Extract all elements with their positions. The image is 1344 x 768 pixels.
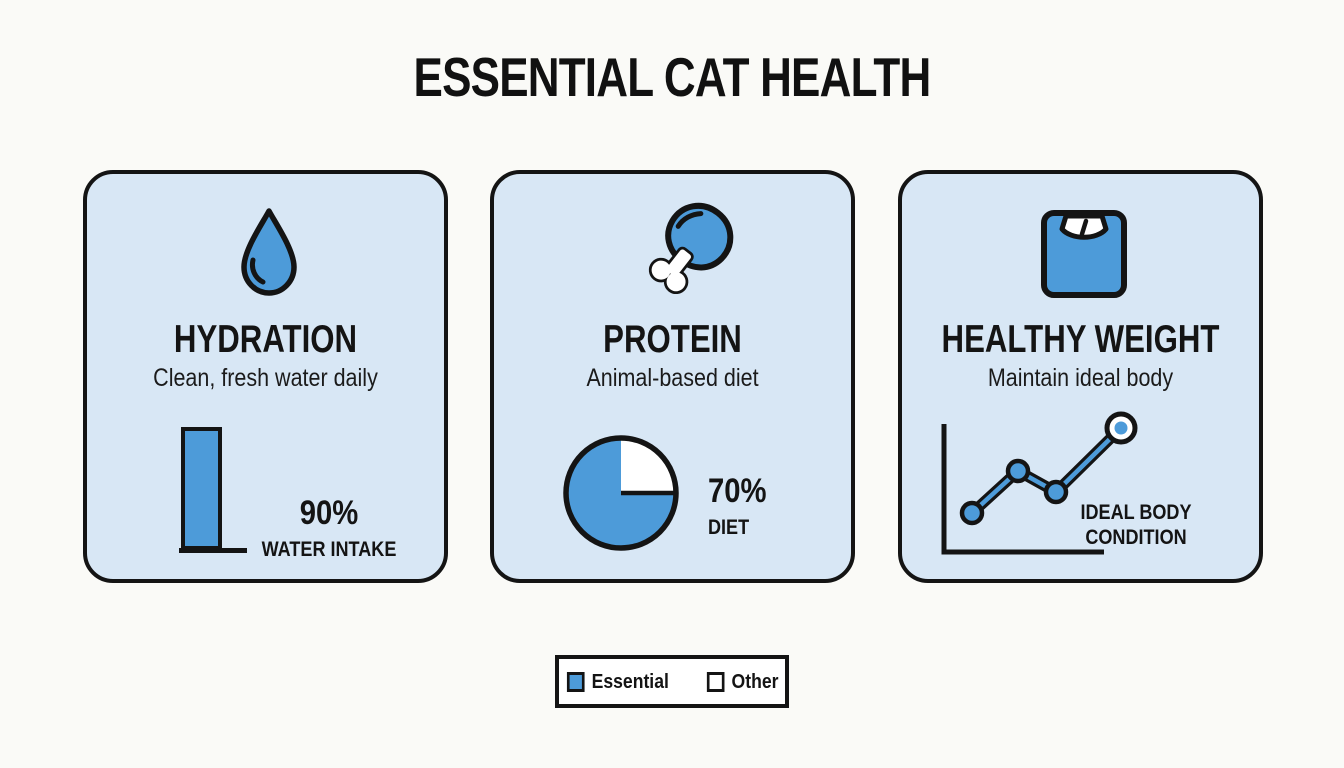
protein-stat: 70% DIET: [708, 474, 820, 540]
protein-stat-value: 70%: [708, 472, 767, 510]
card-healthy-weight: HEALTHY WEIGHT Maintain ideal body IDEAL…: [898, 170, 1263, 583]
card-protein-subtitle: Animal-based diet: [586, 364, 759, 392]
scale-icon: [1040, 209, 1128, 304]
healthy-weight-stat-label: IDEAL BODY CONDITION: [1080, 501, 1192, 550]
card-hydration: HYDRATION Clean, fresh water daily 90% W…: [83, 170, 448, 583]
card-hydration-title: HYDRATION: [173, 318, 358, 361]
protein-stat-label: DIET: [708, 516, 750, 539]
essential-swatch-icon: [567, 671, 585, 692]
hydration-stat-label: WATER INTAKE: [261, 538, 397, 561]
legend: Essential Other: [555, 655, 789, 708]
water-intake-bar: [181, 427, 222, 550]
hydration-stat-value: 90%: [299, 494, 359, 532]
diet-pie-chart: [563, 435, 679, 551]
card-protein-title: PROTEIN: [603, 318, 742, 361]
legend-item-essential: Essential: [567, 670, 670, 693]
card-healthy-weight-title: HEALTHY WEIGHT: [941, 318, 1220, 361]
legend-item-other: Other: [707, 670, 779, 693]
body-condition-line-chart: [941, 411, 1138, 555]
page-title: ESSENTIAL CAT HEALTH: [413, 46, 932, 108]
card-healthy-weight-subtitle: Maintain ideal body: [987, 364, 1174, 392]
card-protein: PROTEIN Animal-based diet 70% DIET: [490, 170, 855, 583]
legend-other-label: Other: [731, 670, 779, 693]
bar-chart-baseline: [179, 548, 247, 553]
card-hydration-subtitle: Clean, fresh water daily: [153, 364, 378, 392]
legend-essential-label: Essential: [591, 670, 670, 693]
drumstick-icon: [642, 198, 742, 308]
water-drop-icon: [236, 206, 302, 303]
hydration-stat: 90% WATER INTAKE: [260, 496, 398, 562]
other-swatch-icon: [707, 671, 725, 692]
